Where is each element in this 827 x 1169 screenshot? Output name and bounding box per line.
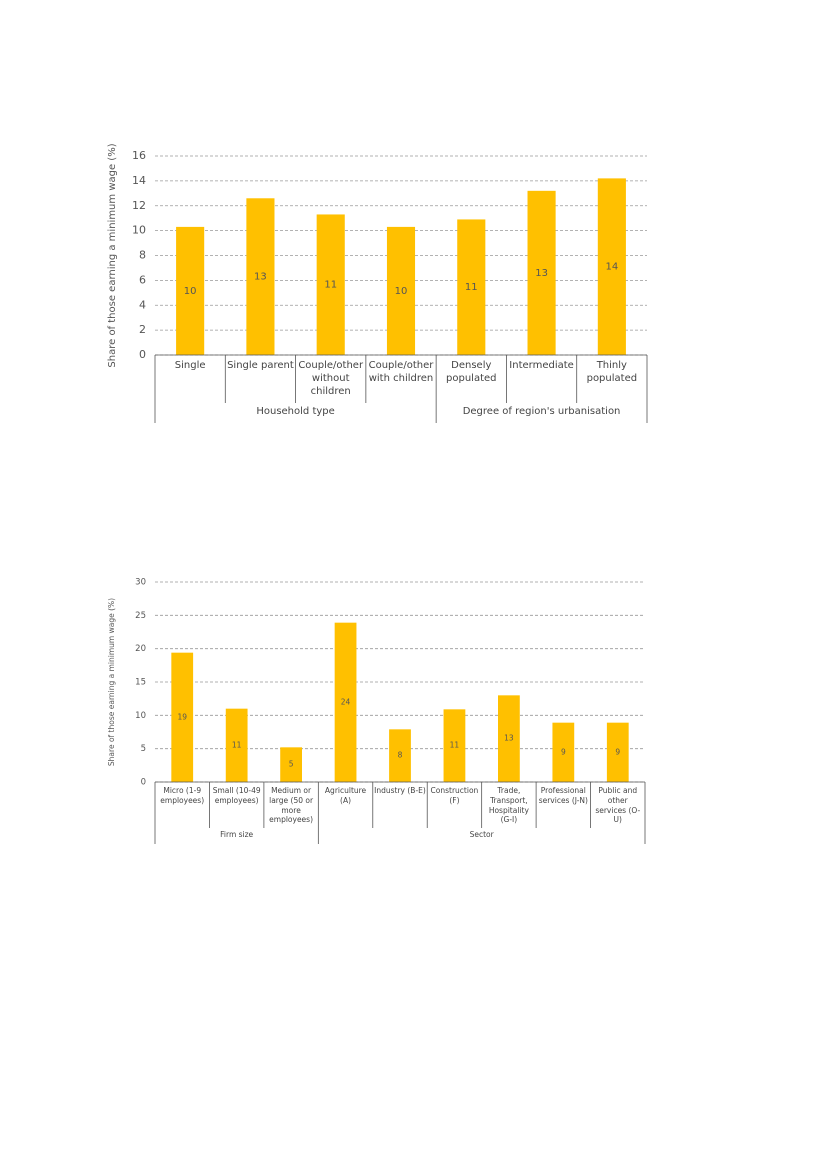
y-tick-label: 12: [132, 199, 146, 212]
x-tick-label: Construction (F): [430, 786, 479, 805]
group-label: Firm size: [220, 830, 254, 839]
group-label: Sector: [469, 830, 494, 839]
x-tick-label: Professional services (J-N): [538, 786, 588, 805]
value-label: 10: [184, 286, 197, 297]
y-tick-label: 4: [139, 298, 146, 311]
value-label: 11: [232, 740, 242, 749]
value-label: 11: [324, 280, 337, 291]
bar: [316, 214, 345, 355]
y-tick-label: 20: [135, 644, 146, 654]
value-label: 11: [450, 741, 460, 750]
y-tick-label: 2: [139, 323, 146, 336]
y-tick-label: 5: [141, 744, 146, 754]
x-tick-label: Agriculture (A): [324, 786, 367, 805]
value-label: 8: [398, 751, 403, 760]
bar: [498, 695, 520, 782]
value-label: 9: [561, 747, 566, 756]
bar: [552, 722, 575, 782]
x-tick-label: Trade, Transport, Hospitality (G-I): [488, 786, 529, 825]
x-tick-label: Industry (B-E): [374, 786, 426, 795]
x-tick-label: Densely populated: [446, 360, 497, 384]
y-tick-label: 15: [135, 678, 146, 688]
y-axis-title: Share of those earning a minimum wage (%…: [107, 598, 116, 766]
y-tick-label: 25: [135, 611, 146, 621]
x-tick-label: Micro (1-9 employees): [160, 786, 205, 805]
y-tick-label: 14: [132, 174, 146, 187]
bar: [246, 198, 275, 355]
bar: [171, 652, 194, 782]
bar: [389, 729, 411, 782]
value-label: 13: [254, 272, 267, 283]
x-tick-label: Couple/other without children: [298, 360, 364, 397]
bar: [597, 178, 626, 355]
x-tick-label: Medium or large (50 or more employees): [269, 786, 314, 825]
bar: [225, 708, 248, 782]
y-tick-label: 16: [132, 149, 146, 162]
bar: [457, 219, 486, 355]
bar: [443, 709, 466, 782]
bar: [280, 747, 302, 782]
x-tick-label: Single: [174, 360, 206, 371]
x-tick-label: Public and other services (O-U): [595, 786, 641, 825]
value-label: 24: [341, 697, 351, 706]
value-label: 9: [615, 747, 620, 756]
x-tick-label: Couple/other with children: [368, 360, 434, 384]
y-tick-label: 0: [139, 348, 146, 361]
y-tick-label: 10: [132, 224, 146, 237]
y-tick-label: 30: [135, 578, 146, 588]
value-label: 13: [504, 734, 514, 743]
group-label: Degree of region's urbanisation: [462, 406, 621, 417]
y-tick-label: 0: [141, 778, 146, 788]
bar: [386, 226, 416, 355]
value-label: 13: [535, 268, 548, 279]
value-label: 10: [395, 286, 408, 297]
y-axis-title: Share of those earning a minimum wage (%…: [107, 143, 118, 367]
value-label: 14: [605, 262, 618, 273]
x-tick-label: Single parent: [227, 360, 294, 371]
bar: [176, 226, 205, 355]
y-tick-label: 10: [135, 711, 146, 721]
value-label: 11: [465, 282, 478, 293]
value-label: 5: [289, 760, 294, 769]
x-tick-label: Small (10-49 employees): [212, 786, 261, 805]
y-tick-label: 6: [139, 273, 146, 286]
bar: [334, 622, 357, 782]
x-tick-label: Intermediate: [509, 360, 574, 371]
y-tick-label: 8: [139, 249, 146, 262]
group-label: Household type: [256, 406, 335, 417]
value-label: 19: [177, 712, 187, 721]
bar: [606, 722, 629, 782]
x-tick-label: Thinly populated: [586, 360, 638, 384]
bar: [527, 190, 556, 355]
